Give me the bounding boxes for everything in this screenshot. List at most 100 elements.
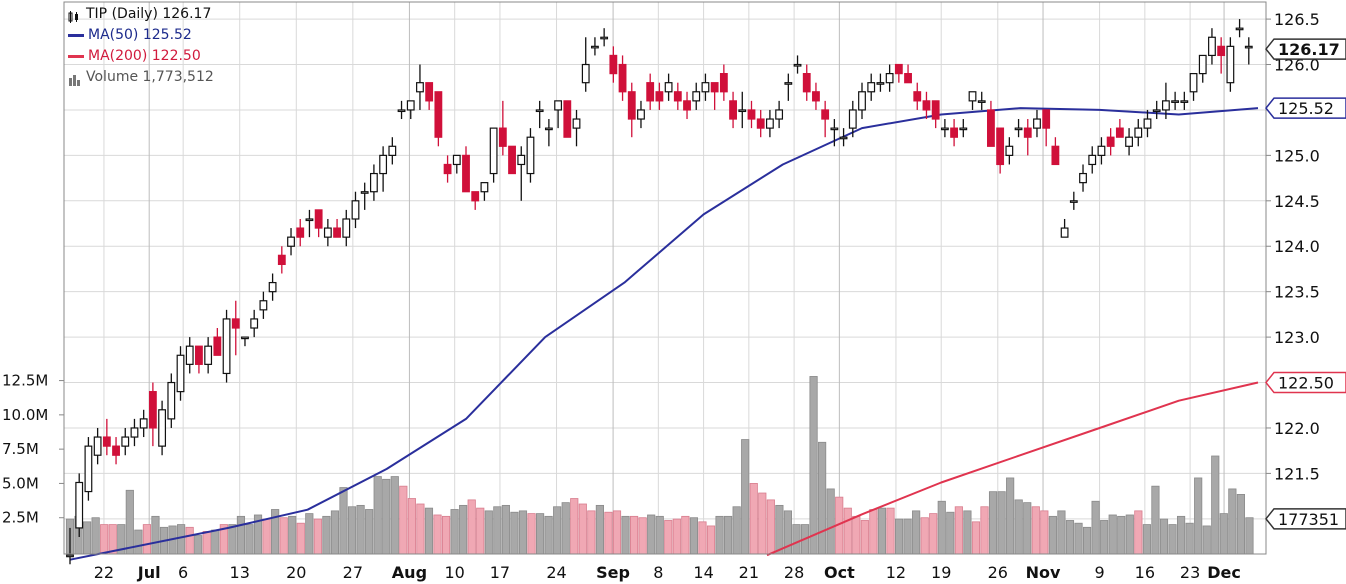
- legend-volume: Volume 1,773,512: [68, 67, 214, 88]
- candle-body: [1189, 73, 1198, 93]
- volume-bar: [954, 506, 963, 555]
- candle-body: [84, 445, 93, 493]
- candle-body: [1060, 227, 1069, 238]
- volume-bar: [826, 488, 835, 555]
- candle-body: [554, 100, 563, 111]
- date-tick-label: 14: [693, 563, 713, 582]
- candle-body: [922, 100, 931, 111]
- volume-bar: [365, 509, 374, 555]
- candle-body: [894, 63, 903, 75]
- volume-bar: [424, 507, 434, 555]
- candle-body: [1079, 172, 1087, 184]
- legend-ticker: TIP (Daily) 126.17: [68, 4, 214, 25]
- volume-tick-label: 7.5M: [2, 440, 39, 458]
- plot-border: [63, 1, 1267, 555]
- volume-bar: [1134, 510, 1143, 555]
- legend-ma200: MA(200) 122.50: [68, 46, 214, 67]
- volume-bar: [587, 510, 596, 555]
- volume-bar: [852, 515, 861, 555]
- ma200-line: [766, 381, 1259, 557]
- price-tick-label: 124.0: [1274, 237, 1320, 256]
- volume-bar: [373, 476, 382, 555]
- volume-bar: [1228, 488, 1237, 555]
- candle-body: [379, 154, 388, 175]
- date-tick-label: 22: [94, 563, 114, 582]
- date-tick-label: Aug: [392, 563, 427, 582]
- volume-bar: [202, 531, 211, 555]
- volume-bar: [305, 513, 314, 555]
- volume-bar: [339, 487, 348, 555]
- candlestick-icon: [68, 9, 84, 23]
- candle-body: [600, 36, 609, 40]
- candle-body: [222, 318, 231, 375]
- volume-bar: [83, 521, 92, 555]
- candle-body: [526, 136, 535, 175]
- candle-body: [508, 145, 516, 175]
- volume-bar: [1074, 522, 1083, 555]
- volume-bar: [450, 509, 459, 555]
- candle-body: [1033, 118, 1041, 129]
- volume-bar: [501, 504, 510, 555]
- candle-body: [775, 109, 784, 120]
- candle-body: [287, 236, 295, 247]
- volume-bar: [1023, 502, 1032, 555]
- candle-body: [480, 182, 489, 193]
- volume-bar: [151, 515, 160, 555]
- date-tick-label: 16: [1135, 563, 1155, 582]
- volume-bar: [912, 510, 921, 555]
- date-tick-label: 8: [653, 563, 663, 582]
- candle-body: [462, 154, 470, 193]
- volume-bar: [100, 524, 109, 555]
- moving-averages: [69, 107, 1259, 561]
- volume-tick-label: 10.0M: [2, 406, 48, 424]
- volume-bar: [758, 492, 767, 555]
- candle-body: [471, 191, 480, 202]
- date-axis: 22 Jul 6 13 20 27 Aug 10 17 24 Sep 8 14 21 28 Oct 12 19 26…: [94, 563, 1241, 582]
- volume-tick-label: 5.0M: [2, 474, 39, 492]
- date-tick-label: 20: [286, 563, 306, 582]
- date-tick-label: 28: [784, 563, 804, 582]
- candle-body: [416, 82, 424, 93]
- candle-body: [729, 100, 737, 120]
- candle-body: [268, 281, 277, 293]
- price-tag-label: 122.50: [1278, 374, 1334, 393]
- candle-body: [1069, 200, 1078, 203]
- volume-bar: [1211, 455, 1220, 555]
- date-tick-label: Oct: [824, 563, 855, 582]
- candle-body: [609, 54, 618, 75]
- volume-bar: [647, 514, 656, 555]
- date-tick-label: Jul: [137, 563, 161, 582]
- volume-bar: [262, 518, 271, 555]
- price-tick-label: 125.0: [1274, 146, 1320, 165]
- volume-bar: [1142, 524, 1151, 555]
- candle-body: [784, 82, 793, 85]
- volume-bar: [1236, 493, 1245, 555]
- volume-bar: [1159, 518, 1169, 555]
- candle-body: [627, 91, 636, 120]
- volume-bars: [65, 376, 1254, 555]
- date-tick-label: 24: [546, 563, 566, 582]
- volume-tick-label: 2.5M: [2, 509, 39, 527]
- candle-body: [1217, 45, 1226, 57]
- candle-body: [1051, 145, 1060, 166]
- candle-body: [130, 427, 139, 438]
- volume-bar: [766, 499, 775, 555]
- candle-body: [333, 227, 341, 238]
- volume-bar: [1082, 526, 1092, 555]
- price-tag-box: [1265, 508, 1346, 530]
- volume-bar: [681, 515, 690, 555]
- candle-body: [498, 127, 507, 147]
- candle-body: [904, 73, 912, 84]
- candle-body: [241, 336, 249, 340]
- candle-body: [618, 63, 627, 93]
- volume-bar: [775, 504, 784, 555]
- volume-bar: [390, 476, 399, 555]
- volume-bar: [818, 441, 827, 555]
- candle-body: [66, 554, 74, 558]
- candle-body: [913, 91, 922, 102]
- volume-bar: [715, 515, 724, 555]
- candle-body: [139, 418, 148, 429]
- candle-body: [1235, 27, 1244, 31]
- volume-bar: [886, 507, 895, 555]
- volume-bar: [561, 502, 570, 555]
